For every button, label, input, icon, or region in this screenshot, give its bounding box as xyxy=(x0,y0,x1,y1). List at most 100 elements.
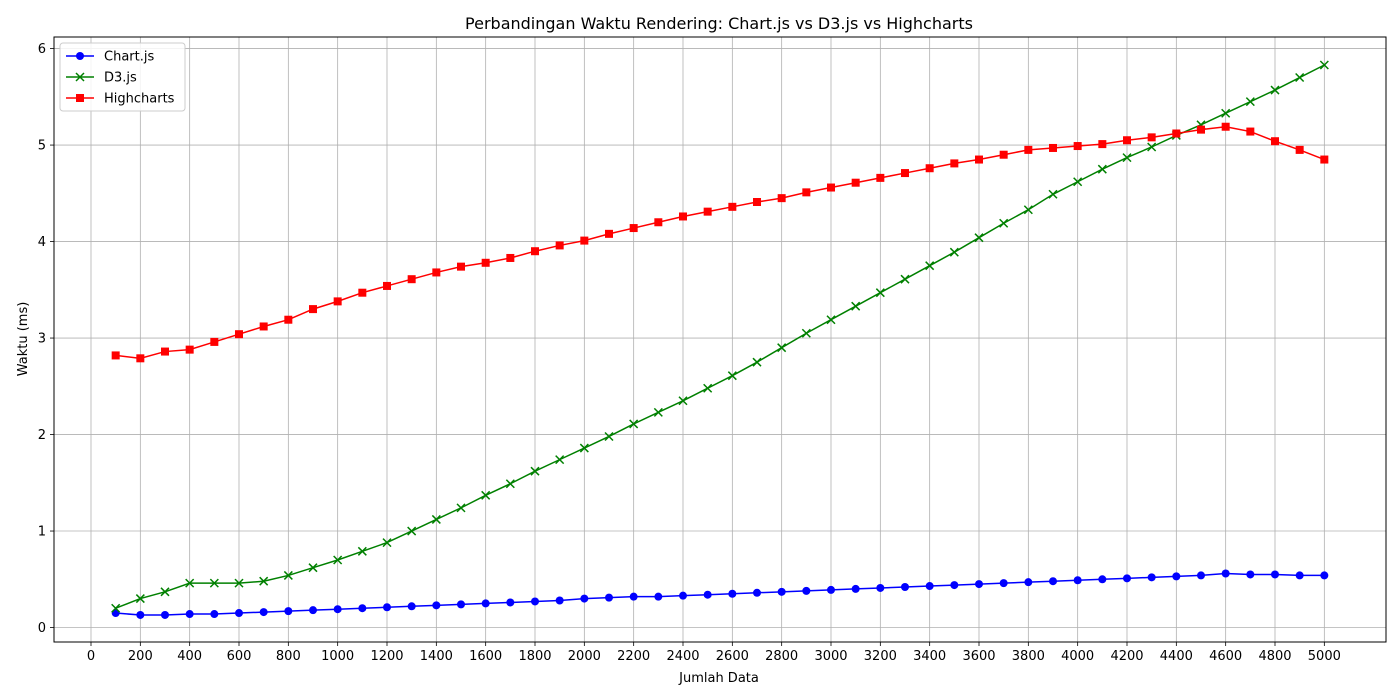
data-point-d3-js xyxy=(875,288,885,298)
data-point-d3-js xyxy=(604,431,614,442)
x-tick-label: 1200 xyxy=(370,649,403,664)
x-axis-label: Jumlah Data xyxy=(678,671,759,686)
data-point-d3-js xyxy=(1073,177,1083,187)
data-point-highcharts xyxy=(629,224,638,233)
x-marker-stroke xyxy=(234,578,244,588)
x-tick-label: 3000 xyxy=(814,649,847,664)
data-point-d3-js xyxy=(949,247,959,257)
series-d3-js xyxy=(111,60,1329,613)
data-point-d3-js xyxy=(1319,60,1329,70)
data-point-d3-js xyxy=(308,563,318,573)
data-point-d3-js xyxy=(579,443,589,453)
series-line-d3-js xyxy=(115,64,1325,609)
data-point-d3-js xyxy=(407,526,417,536)
x-marker-stroke xyxy=(727,371,737,381)
y-tick-label: 0 xyxy=(38,621,46,636)
data-point-chart-js xyxy=(1320,571,1329,580)
x-marker-stroke xyxy=(382,538,392,548)
x-tick-label: 200 xyxy=(128,649,153,664)
data-point-chart-js xyxy=(679,591,687,600)
x-marker-stroke xyxy=(653,407,663,417)
y-tick-label: 1 xyxy=(38,525,46,540)
data-point-chart-js xyxy=(753,588,761,597)
data-point-highcharts xyxy=(654,218,663,227)
data-point-highcharts xyxy=(235,330,243,339)
data-point-chart-js xyxy=(457,600,465,609)
data-point-chart-js xyxy=(383,603,391,612)
x-tick-label: 1000 xyxy=(321,649,354,664)
x-marker-stroke xyxy=(777,343,787,353)
x-marker-stroke xyxy=(185,578,195,588)
data-point-d3-js xyxy=(357,546,367,556)
data-point-highcharts xyxy=(1098,140,1107,149)
data-point-d3-js xyxy=(185,578,195,588)
x-marker-stroke xyxy=(925,261,935,271)
x-tick-label: 2600 xyxy=(716,649,749,664)
data-point-chart-js xyxy=(1246,570,1255,579)
data-point-highcharts xyxy=(802,188,811,197)
data-point-highcharts xyxy=(876,173,885,182)
x-tick-label: 4000 xyxy=(1061,649,1094,664)
data-point-chart-js xyxy=(407,602,416,611)
plot-area-frame xyxy=(53,36,1387,643)
x-marker-stroke xyxy=(1048,189,1058,199)
series-chart-js xyxy=(111,569,1329,619)
data-point-highcharts xyxy=(1073,142,1082,151)
data-point-d3-js xyxy=(530,466,540,476)
data-point-d3-js xyxy=(727,371,737,381)
data-point-d3-js xyxy=(974,233,984,243)
data-point-d3-js xyxy=(752,357,762,367)
data-point-highcharts xyxy=(1271,137,1279,146)
data-point-highcharts xyxy=(333,297,342,306)
data-point-chart-js xyxy=(531,597,539,606)
x-marker-stroke xyxy=(431,514,441,524)
data-point-chart-js xyxy=(999,579,1008,588)
legend-marker xyxy=(76,94,84,102)
data-point-d3-js xyxy=(1221,108,1231,118)
data-point-highcharts xyxy=(679,212,687,221)
x-marker-stroke xyxy=(875,288,885,298)
data-point-chart-js xyxy=(654,592,663,601)
data-point-chart-js xyxy=(1147,573,1156,582)
x-marker-stroke xyxy=(111,603,121,613)
data-point-highcharts xyxy=(605,229,613,238)
data-point-d3-js xyxy=(801,328,811,338)
data-point-d3-js xyxy=(1245,97,1255,107)
data-point-highcharts xyxy=(728,202,737,211)
x-marker-stroke xyxy=(283,570,293,580)
x-marker-stroke xyxy=(333,555,343,565)
data-point-highcharts xyxy=(259,322,268,331)
x-marker-stroke xyxy=(826,315,836,325)
x-marker-stroke xyxy=(1073,177,1083,187)
data-point-highcharts xyxy=(827,183,835,192)
data-point-d3-js xyxy=(851,301,861,311)
x-tick-label: 2400 xyxy=(666,649,699,664)
x-marker-stroke xyxy=(308,563,318,573)
data-point-chart-js xyxy=(506,598,515,607)
data-point-highcharts xyxy=(777,194,786,203)
data-point-highcharts xyxy=(210,337,219,346)
data-point-d3-js xyxy=(999,218,1009,228)
data-point-d3-js xyxy=(283,570,293,580)
x-tick-label: 3200 xyxy=(864,649,897,664)
x-marker-stroke xyxy=(604,431,614,442)
data-point-highcharts xyxy=(1172,129,1181,138)
x-tick-label: 4200 xyxy=(1110,649,1143,664)
x-tick-label: 800 xyxy=(276,649,301,664)
x-marker-stroke xyxy=(752,357,762,367)
data-point-highcharts xyxy=(1123,136,1131,145)
x-marker-stroke xyxy=(160,587,170,597)
data-point-chart-js xyxy=(1123,574,1131,583)
axis-ticks: 0 200 400 600 800 1000 1200 1400 1600 1800 2000 220… xyxy=(38,42,1341,664)
y-tick-label: 2 xyxy=(38,428,46,443)
data-point-d3-js xyxy=(925,261,935,271)
x-marker-stroke xyxy=(900,274,910,284)
data-point-highcharts xyxy=(753,198,761,206)
x-marker-stroke xyxy=(1122,153,1132,163)
x-tick-label: 4600 xyxy=(1209,649,1242,664)
data-point-d3-js xyxy=(333,555,343,565)
x-tick-label: 600 xyxy=(227,649,252,664)
data-point-highcharts xyxy=(161,347,169,356)
legend-item-highcharts: Highcharts xyxy=(66,92,175,107)
data-point-chart-js xyxy=(1271,570,1279,579)
